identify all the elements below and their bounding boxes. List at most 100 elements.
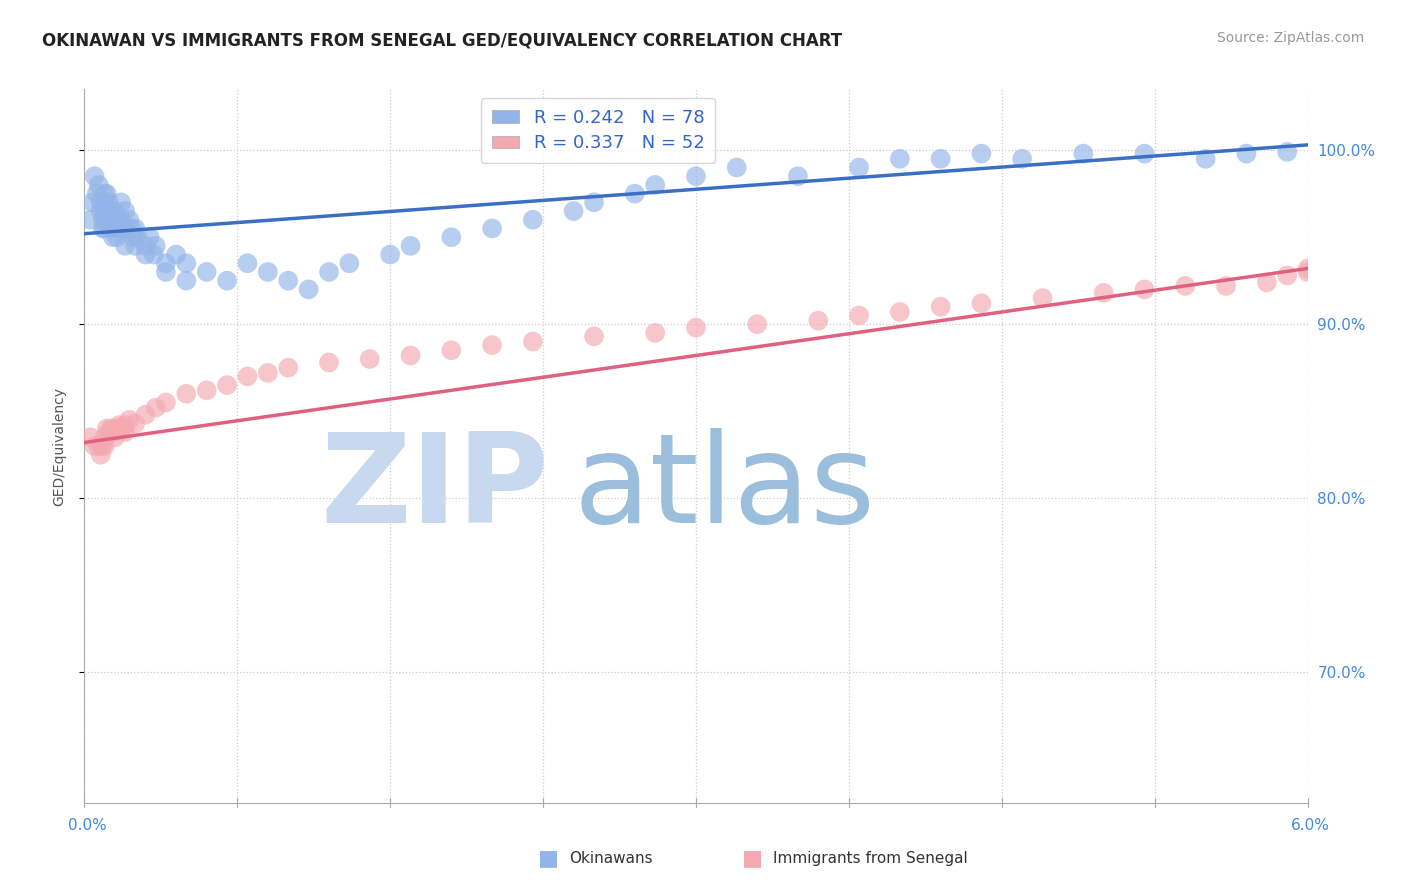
Point (93, 221, 117, 235)
Point (440, 343, 463, 358)
Point (145, 401, 167, 415)
Point (155, 395, 177, 409)
Point (110, 195, 132, 210)
Text: atlas: atlas (574, 428, 876, 549)
Point (93, 212, 117, 227)
Point (97, 425, 120, 439)
Point (399, 239, 422, 253)
Point (685, 320, 707, 334)
Point (105, 421, 128, 435)
Point (118, 413, 141, 427)
Point (114, 418, 136, 433)
Point (217, 378, 239, 392)
Text: 0.0%: 0.0% (67, 818, 107, 832)
Point (380, 247, 402, 261)
Point (83, 439, 105, 453)
Point (155, 265, 177, 279)
Point (87, 439, 110, 453)
Point (1032, 291, 1054, 305)
Point (176, 256, 198, 270)
Point (165, 247, 187, 261)
Point (110, 212, 132, 227)
Y-axis label: GED/Equivalency: GED/Equivalency (52, 386, 66, 506)
Point (124, 417, 146, 431)
Legend: R = 0.242   N = 78, R = 0.337   N = 52: R = 0.242 N = 78, R = 0.337 N = 52 (481, 98, 716, 163)
Point (127, 230, 149, 244)
Point (142, 247, 165, 261)
Point (1256, 276, 1278, 290)
Point (114, 425, 136, 439)
Point (104, 204, 127, 219)
Point (481, 338, 503, 352)
Point (114, 239, 136, 253)
Point (155, 256, 177, 270)
Point (277, 274, 299, 288)
Point (135, 408, 157, 422)
Point (644, 326, 666, 340)
Point (848, 161, 870, 175)
Point (970, 296, 993, 310)
Point (1215, 278, 1237, 293)
Point (685, 169, 707, 184)
Text: Source: ZipAtlas.com: Source: ZipAtlas.com (1216, 31, 1364, 45)
Point (318, 355, 340, 369)
Point (339, 256, 361, 270)
Point (110, 421, 132, 435)
Point (124, 239, 146, 253)
Point (100, 421, 122, 435)
Point (970, 146, 993, 161)
Point (82, 195, 104, 210)
Point (1236, 146, 1258, 161)
Point (1092, 285, 1115, 300)
Text: 6.0%: 6.0% (1291, 818, 1330, 832)
Point (236, 256, 259, 270)
Point (257, 265, 280, 279)
Point (135, 239, 157, 253)
Point (100, 204, 122, 219)
Point (135, 247, 157, 261)
Point (93, 439, 117, 453)
Point (929, 300, 952, 314)
Point (929, 152, 952, 166)
Point (1011, 152, 1033, 166)
Point (112, 221, 135, 235)
Point (122, 230, 145, 244)
Point (93, 430, 117, 444)
Point (124, 221, 146, 235)
Point (91, 212, 114, 227)
Point (725, 161, 748, 175)
Point (91, 439, 114, 453)
Point (217, 274, 239, 288)
Text: Immigrants from Senegal: Immigrants from Senegal (773, 851, 969, 865)
Point (1296, 261, 1319, 276)
Point (93, 204, 117, 219)
Point (145, 239, 167, 253)
Point (848, 309, 870, 323)
Point (101, 425, 124, 439)
Point (79, 212, 101, 227)
Point (97, 212, 120, 227)
Point (277, 360, 299, 375)
Point (236, 369, 259, 384)
Point (1174, 278, 1197, 293)
Point (399, 349, 422, 363)
Point (807, 314, 830, 328)
Point (91, 221, 114, 235)
Point (522, 334, 544, 349)
Point (562, 204, 585, 219)
Point (79, 430, 101, 444)
Point (440, 230, 463, 244)
Point (108, 221, 131, 235)
Point (90, 195, 112, 210)
Point (644, 178, 666, 192)
Point (1277, 268, 1299, 283)
Point (522, 212, 544, 227)
Point (195, 384, 218, 398)
Text: ■: ■ (742, 848, 762, 868)
Point (90, 204, 112, 219)
Point (624, 186, 647, 201)
Text: OKINAWAN VS IMMIGRANTS FROM SENEGAL GED/EQUIVALENCY CORRELATION CHART: OKINAWAN VS IMMIGRANTS FROM SENEGAL GED/… (42, 31, 842, 49)
Point (101, 230, 124, 244)
Point (87, 178, 110, 192)
Point (83, 169, 105, 184)
